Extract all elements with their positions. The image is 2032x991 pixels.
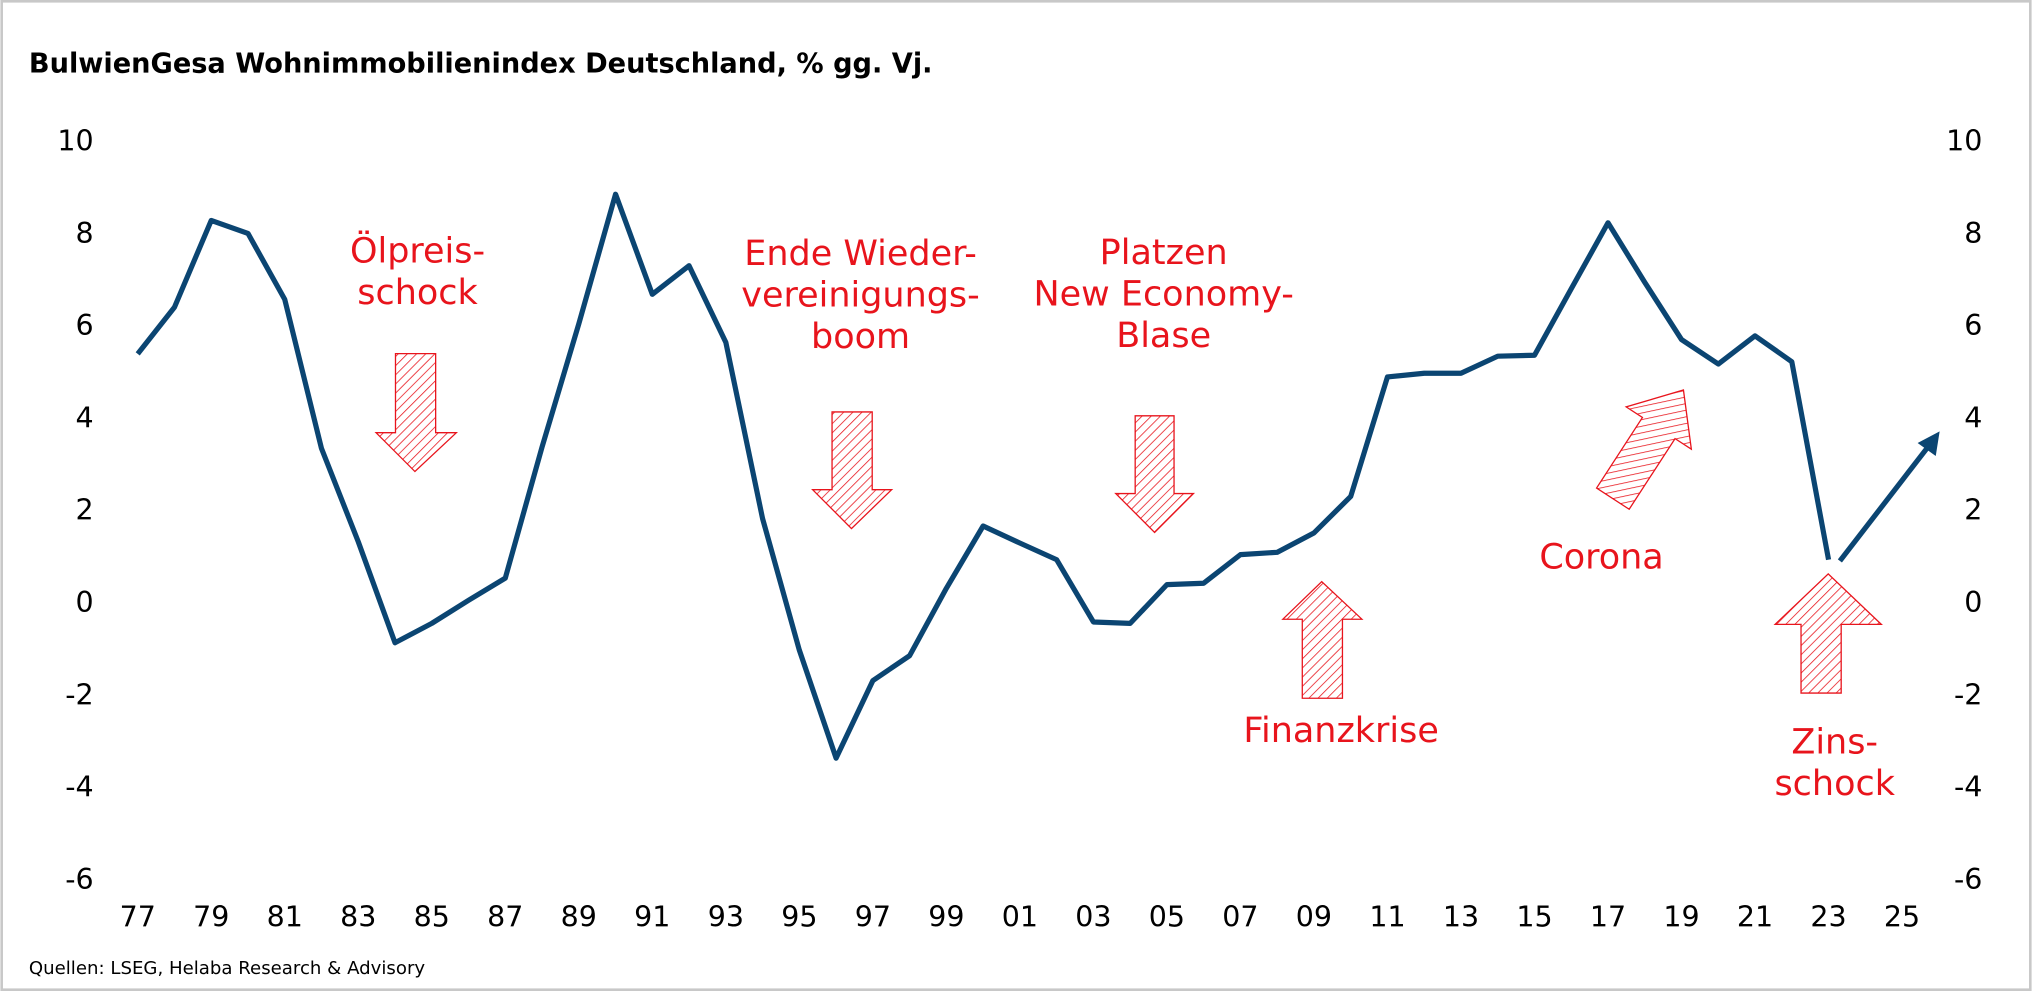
y2-tick-label: 8 [1964,217,1982,250]
annotation: Zins- [1791,723,1878,763]
y2-tick-label: 0 [1964,586,1982,619]
x-tick-label: 95 [781,900,817,933]
x-tick-label: 19 [1663,900,1699,933]
annotation: schock [1774,764,1895,804]
x-tick-label: 15 [1516,900,1552,933]
x-tick-label: 21 [1737,900,1773,933]
x-tick-label: 81 [267,900,303,933]
y2-tick-label: 6 [1964,309,1982,342]
x-tick-label: 89 [561,900,597,933]
annotation: Corona [1539,537,1663,577]
x-tick-label: 23 [1810,900,1846,933]
y-tick-label: -6 [65,863,93,896]
annotation: boom [811,317,910,357]
x-tick-label: 77 [120,900,156,933]
x-tick-label: 83 [340,900,376,933]
annotation: vereinigungs- [741,276,979,316]
x-tick-label: 87 [487,900,523,933]
x-tick-label: 91 [634,900,670,933]
x-tick-label: 97 [855,900,891,933]
x-tick-label: 93 [708,900,744,933]
annotation: Ölpreis- [350,230,485,272]
y-tick-label: -2 [65,678,93,711]
y2-tick-label: 10 [1946,124,1982,157]
y-tick-label: 2 [76,494,94,527]
outlook-arrow [1837,431,1940,563]
y-tick-label: -4 [65,771,93,804]
annotation: Blase [1116,316,1211,356]
y-tick-label: 0 [76,586,94,619]
x-tick-label: 99 [928,900,964,933]
x-tick-label: 03 [1075,900,1111,933]
x-tick-label: 05 [1149,900,1185,933]
x-tick-label: 13 [1443,900,1479,933]
annotation: New Economy- [1033,274,1293,314]
y2-tick-label: -2 [1954,678,1982,711]
source: Quellen: LSEG, Helaba Research & Advisor… [29,958,426,979]
y2-tick-label: -6 [1954,863,1982,896]
x-tick-label: 17 [1590,900,1626,933]
hatched-arrows [374,353,1883,699]
y2-tick-label: -4 [1954,771,1982,804]
y2-tick-label: 2 [1964,494,1982,527]
y2-tick-label: 4 [1964,401,1982,434]
y-tick-label: 6 [76,309,94,342]
x-tick-label: 85 [414,900,450,933]
series-line [135,191,1832,761]
x-tick-label: 25 [1884,900,1920,933]
chart-title: BulwienGesa Wohnimmobilienindex Deutschl… [29,48,933,79]
y-tick-label: 10 [57,124,93,157]
annotation: Finanzkrise [1243,711,1438,751]
x-tick-label: 79 [193,900,229,933]
y-tick-label: 4 [76,401,94,434]
x-tick-label: 09 [1296,900,1332,933]
y-tick-label: 8 [76,217,94,250]
x-tick-label: 01 [1002,900,1038,933]
x-tick-label: 07 [1222,900,1258,933]
x-tick-label: 11 [1369,900,1405,933]
annotation: Platzen [1100,233,1228,273]
annotation: Ende Wieder- [744,234,977,274]
annotation: schock [357,273,478,313]
